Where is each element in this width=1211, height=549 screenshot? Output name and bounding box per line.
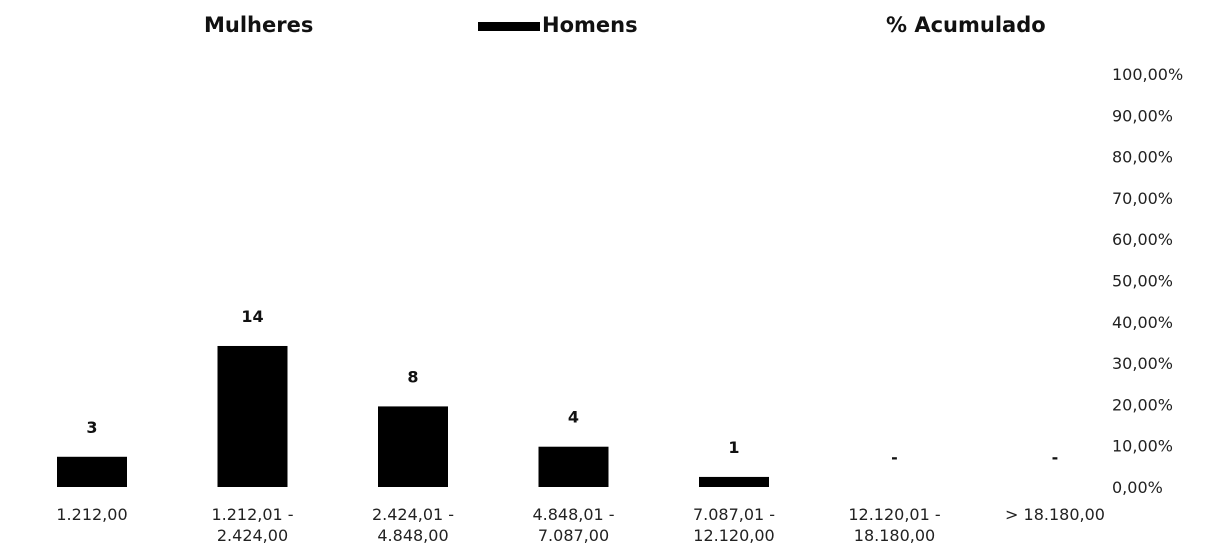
x-tick-label: 4.848,01 -7.087,00 xyxy=(532,505,614,545)
legend-cumulative: % Acumulado xyxy=(886,12,1046,38)
y-tick-label: 30,00% xyxy=(1112,354,1173,373)
data-labels: 3 14 8 4 1 - - xyxy=(86,307,1058,467)
y-tick-label: 0,00% xyxy=(1112,478,1163,497)
y-axis-ticks: 0,00% 10,00% 20,00% 30,00% 40,00% 50,00% 60,00… xyxy=(1112,65,1183,497)
legend-women-label: Mulheres xyxy=(204,13,314,37)
legend-women: Mulheres xyxy=(204,12,313,38)
bar xyxy=(217,345,288,487)
y-tick-label: 50,00% xyxy=(1112,272,1173,291)
data-label: - xyxy=(1052,448,1059,467)
y-tick-label: 20,00% xyxy=(1112,395,1173,414)
x-tick-label: 7.087,01 -12.120,00 xyxy=(693,505,775,545)
legend-cumulative-label: % Acumulado xyxy=(886,13,1046,37)
y-tick-label: 90,00% xyxy=(1112,106,1173,125)
y-tick-label: 60,00% xyxy=(1112,230,1173,249)
bar-series xyxy=(57,345,769,487)
bar xyxy=(57,456,127,487)
x-tick-label: 2.424,01 -4.848,00 xyxy=(372,505,454,545)
data-label: 1 xyxy=(728,438,739,457)
x-tick-label: 1.212,00 xyxy=(56,505,127,524)
y-tick-label: 80,00% xyxy=(1112,148,1173,167)
legend-men-swatch xyxy=(478,21,540,31)
x-tick-label: 12.120,01 -18.180,00 xyxy=(848,505,940,545)
y-tick-label: 40,00% xyxy=(1112,313,1173,332)
y-tick-label: 100,00% xyxy=(1112,65,1183,84)
y-tick-label: 70,00% xyxy=(1112,189,1173,208)
x-tick-label: 1.212,01 -2.424,00 xyxy=(211,505,293,545)
data-label: - xyxy=(891,448,898,467)
data-label: 14 xyxy=(241,307,263,326)
y-tick-label: 10,00% xyxy=(1112,437,1173,456)
x-axis-ticks: 1.212,00 1.212,01 -2.424,00 2.424,01 -4.84… xyxy=(56,505,1105,545)
legend-men: Homens xyxy=(478,12,638,38)
x-tick-label: > 18.180,00 xyxy=(1005,505,1105,524)
bar xyxy=(538,446,609,487)
bar xyxy=(378,406,448,487)
legend-men-label: Homens xyxy=(542,13,638,37)
bar xyxy=(699,476,769,487)
data-label: 8 xyxy=(407,367,418,386)
data-label: 4 xyxy=(568,408,579,427)
data-label: 3 xyxy=(86,418,97,437)
